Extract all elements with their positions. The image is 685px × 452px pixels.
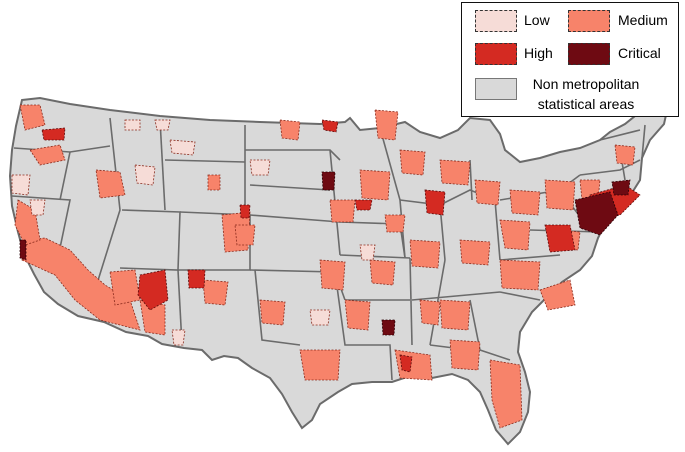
legend-label-non-metro-line1: Non metropolitan — [532, 76, 640, 92]
legend-label-non-metro-line2: statistical areas — [537, 96, 635, 112]
legend-label-low: Low — [524, 12, 550, 28]
legend-label-medium: Medium — [618, 12, 668, 28]
critical-regions — [19, 171, 631, 336]
legend-swatch-non-metro — [475, 78, 517, 100]
legend-swatch-high — [475, 43, 517, 65]
legend-label-high: High — [524, 45, 553, 61]
legend: Low Medium High Critical Non metropolita… — [461, 2, 679, 117]
legend-swatch-low — [475, 10, 517, 32]
legend-swatch-critical — [568, 43, 610, 65]
legend-label-critical: Critical — [618, 45, 661, 61]
high-regions — [41, 119, 641, 373]
legend-swatch-medium — [568, 10, 610, 32]
medium-regions — [14, 104, 636, 429]
low-regions — [11, 119, 376, 346]
